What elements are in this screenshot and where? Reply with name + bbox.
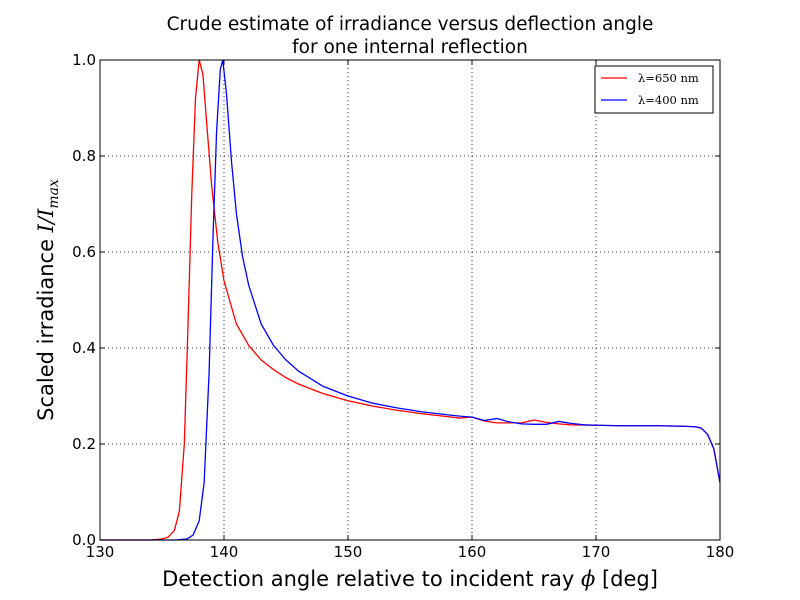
y-tick-label: 0.4 <box>72 339 96 357</box>
y-tick-label: 0.0 <box>72 531 96 549</box>
y-axis-label-subscript: max <box>46 179 62 209</box>
series-lines <box>100 59 721 541</box>
legend: λ=650 nm λ=400 nm <box>594 65 714 114</box>
axis-ticks: 130 140 150 160 170 180 0.0 0.2 0.4 0.6 0.8 1.0 <box>72 51 734 561</box>
y-axis-label: Scaled irradiance I/Imax <box>34 179 62 421</box>
x-axis-label-symbol: ϕ <box>581 567 595 591</box>
y-tick-label: 0.8 <box>72 147 96 165</box>
x-tick-label: 160 <box>458 543 487 561</box>
grid <box>100 60 720 540</box>
x-axis-label-text: Detection angle relative to incident ray <box>162 567 581 591</box>
legend-label-650nm: λ=650 nm <box>638 71 699 85</box>
y-tick-label: 1.0 <box>72 51 96 69</box>
legend-box <box>594 65 714 114</box>
x-tick-label: 130 <box>86 543 115 561</box>
series-line-400nm <box>100 59 721 541</box>
y-axis-label-text: Scaled irradiance <box>34 232 58 421</box>
x-tick-label: 150 <box>334 543 363 561</box>
x-axis-label-unit: [deg] <box>595 567 658 591</box>
chart-title-line-2: for one internal reflection <box>292 37 528 58</box>
legend-label-400nm: λ=400 nm <box>638 93 699 107</box>
x-axis-label: Detection angle relative to incident ray… <box>162 567 658 591</box>
y-axis-label-symbol: I/I <box>34 208 58 233</box>
y-tick-label: 0.2 <box>72 435 96 453</box>
x-tick-label: 170 <box>582 543 611 561</box>
x-tick-label: 140 <box>210 543 239 561</box>
x-tick-label: 180 <box>706 543 735 561</box>
plot-frame <box>99 59 721 541</box>
chart-title-line-1: Crude estimate of irradiance versus defl… <box>167 14 654 35</box>
y-tick-label: 0.6 <box>72 243 96 261</box>
